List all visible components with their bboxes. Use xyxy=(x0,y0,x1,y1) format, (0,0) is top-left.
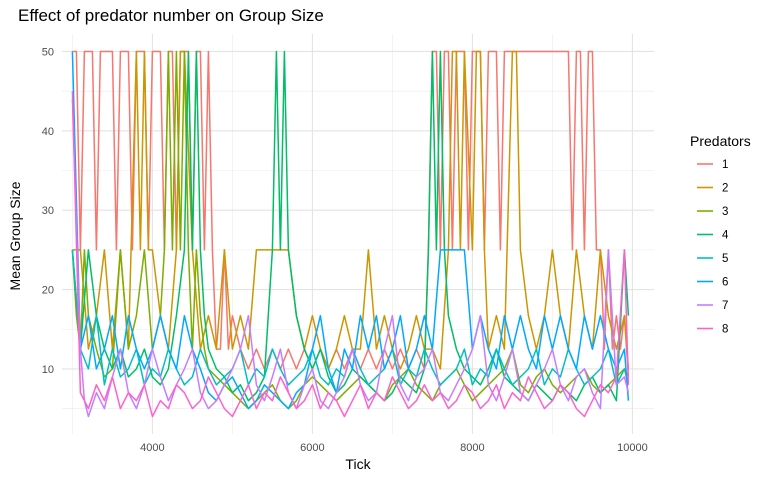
x-axis-ticks: 4000 6000 8000 10000 xyxy=(140,442,648,454)
legend-label-4: 4 xyxy=(722,230,729,242)
y-tick-label: 20 xyxy=(42,285,54,297)
series-line-7 xyxy=(71,99,630,418)
legend-label-5: 5 xyxy=(722,253,728,265)
legend-label-6: 6 xyxy=(722,277,728,289)
y-tick-label: 30 xyxy=(42,205,54,217)
y-tick-label: 50 xyxy=(42,46,54,58)
y-axis-title: Mean Group Size xyxy=(7,181,23,290)
legend-label-3: 3 xyxy=(722,206,728,218)
y-tick-label: 40 xyxy=(42,126,54,138)
y-axis-ticks: 10 20 30 40 50 xyxy=(42,46,54,375)
grid xyxy=(62,34,654,434)
series-line-1 xyxy=(72,50,630,377)
legend-label-1: 1 xyxy=(722,159,728,171)
series-lines xyxy=(71,50,630,418)
chart-title: Effect of predator number on Group Size xyxy=(18,6,324,25)
y-tick-label: 10 xyxy=(42,364,54,376)
legend-label-7: 7 xyxy=(722,300,728,312)
x-tick-label: 10000 xyxy=(617,442,648,454)
legend: Predators 1 2 3 4 5 6 7 8 xyxy=(690,133,751,336)
legend-title: Predators xyxy=(690,133,751,149)
x-tick-label: 4000 xyxy=(140,442,164,454)
x-axis-title: Tick xyxy=(345,456,371,472)
legend-label-8: 8 xyxy=(722,324,728,336)
legend-label-2: 2 xyxy=(722,183,728,195)
series-line-6 xyxy=(71,51,630,410)
series-line-4 xyxy=(71,50,630,402)
series-line-8 xyxy=(71,91,630,418)
x-tick-label: 8000 xyxy=(460,442,484,454)
x-tick-label: 6000 xyxy=(300,442,324,454)
